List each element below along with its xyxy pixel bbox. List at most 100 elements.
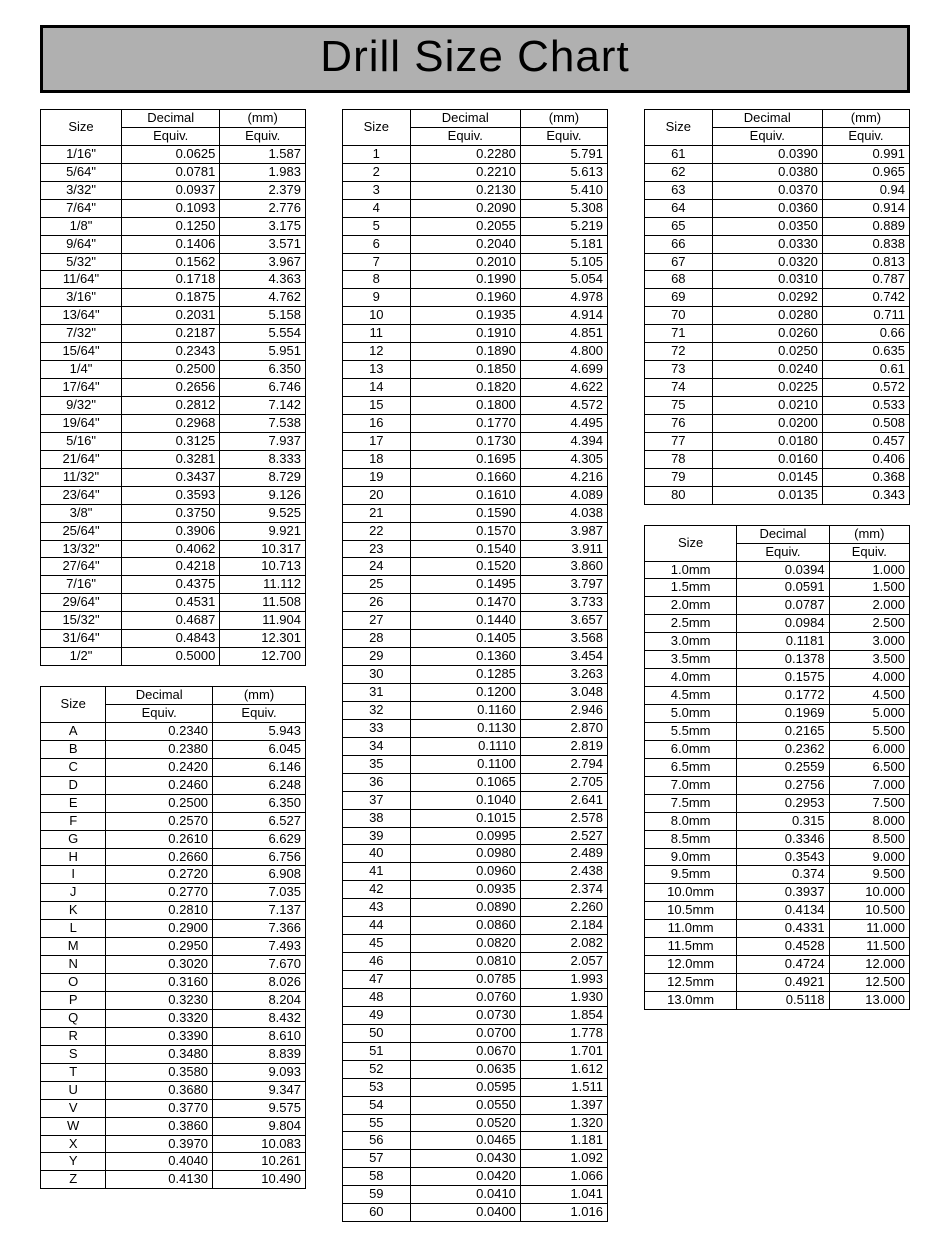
- cell-mm: 6.146: [213, 758, 306, 776]
- cell-size: 7/32": [41, 325, 122, 343]
- cell-mm: 10.317: [220, 540, 306, 558]
- cell-decimal: 0.4062: [122, 540, 220, 558]
- cell-size: 7.0mm: [645, 776, 737, 794]
- cell-mm: 9.000: [829, 848, 909, 866]
- page: Drill Size Chart SizeDecimal(mm)Equiv.Eq…: [0, 0, 950, 1247]
- cell-decimal: 0.2343: [122, 343, 220, 361]
- table-row: 510.06701.701: [343, 1042, 608, 1060]
- table-row: 760.02000.508: [645, 414, 910, 432]
- cell-size: G: [41, 830, 106, 848]
- cell-size: 11.0mm: [645, 920, 737, 938]
- cell-size: 3/32": [41, 181, 122, 199]
- cell-size: 34: [343, 737, 411, 755]
- cell-mm: 4.762: [220, 289, 306, 307]
- cell-mm: 12.700: [220, 648, 306, 666]
- table-row: 30.21305.410: [343, 181, 608, 199]
- cell-size: 32: [343, 701, 411, 719]
- cell-mm: 0.742: [822, 289, 909, 307]
- table-row: 360.10652.705: [343, 773, 608, 791]
- table-row: 110.19104.851: [343, 325, 608, 343]
- cell-mm: 0.991: [822, 145, 909, 163]
- cell-mm: 0.711: [822, 307, 909, 325]
- cell-mm: 6.045: [213, 740, 306, 758]
- cell-decimal: 0.2380: [106, 740, 213, 758]
- cell-mm: 3.911: [520, 540, 607, 558]
- table-row: 270.14403.657: [343, 612, 608, 630]
- cell-decimal: 0.0890: [410, 899, 520, 917]
- table-row: 740.02250.572: [645, 379, 910, 397]
- table-row: 9.5mm0.3749.500: [645, 866, 910, 884]
- table-row: W0.38609.804: [41, 1117, 306, 1135]
- cell-size: 43: [343, 899, 411, 917]
- cell-decimal: 0.3543: [737, 848, 829, 866]
- cell-size: 14: [343, 379, 411, 397]
- cell-size: 40: [343, 845, 411, 863]
- table-row: 590.04101.041: [343, 1186, 608, 1204]
- cell-mm: 1.701: [520, 1042, 607, 1060]
- cell-decimal: 0.1575: [737, 669, 829, 687]
- table-row: 210.15904.038: [343, 504, 608, 522]
- cell-mm: 1.511: [520, 1078, 607, 1096]
- cell-decimal: 0.1360: [410, 648, 520, 666]
- cell-decimal: 0.2210: [410, 163, 520, 181]
- table-row: 25/64"0.39069.921: [41, 522, 306, 540]
- cell-mm: 1.612: [520, 1060, 607, 1078]
- cell-size: 4.5mm: [645, 687, 737, 705]
- table-row: 710.02600.66: [645, 325, 910, 343]
- table-row: 280.14053.568: [343, 630, 608, 648]
- cell-size: B: [41, 740, 106, 758]
- cell-mm: 0.813: [822, 253, 909, 271]
- table-row: I0.27206.908: [41, 866, 306, 884]
- table-row: 7.5mm0.29537.500: [645, 794, 910, 812]
- cell-decimal: 0.1660: [410, 468, 520, 486]
- cell-mm: 12.000: [829, 956, 909, 974]
- cell-decimal: 0.1969: [737, 705, 829, 723]
- table-row: 4.5mm0.17724.500: [645, 687, 910, 705]
- cell-mm: 9.804: [213, 1117, 306, 1135]
- table-row: 410.09602.438: [343, 863, 608, 881]
- table-row: 10.22805.791: [343, 145, 608, 163]
- cell-decimal: 0.0330: [712, 235, 822, 253]
- table-row: 600.04001.016: [343, 1204, 608, 1222]
- cell-decimal: 0.4040: [106, 1153, 213, 1171]
- cell-size: 11: [343, 325, 411, 343]
- cell-mm: 8.000: [829, 812, 909, 830]
- cell-mm: 10.261: [213, 1153, 306, 1171]
- cell-size: 21: [343, 504, 411, 522]
- cell-decimal: 0.0250: [712, 343, 822, 361]
- cell-decimal: 0.1200: [410, 684, 520, 702]
- cell-size: Y: [41, 1153, 106, 1171]
- table-row: 520.06351.612: [343, 1060, 608, 1078]
- cell-mm: 4.495: [520, 414, 607, 432]
- table-row: Z0.413010.490: [41, 1171, 306, 1189]
- cell-mm: 11.500: [829, 938, 909, 956]
- cell-mm: 8.204: [213, 992, 306, 1010]
- cell-size: 63: [645, 181, 713, 199]
- cell-size: 9.5mm: [645, 866, 737, 884]
- cell-mm: 2.500: [829, 615, 909, 633]
- cell-size: 73: [645, 361, 713, 379]
- cell-decimal: 0.4528: [737, 938, 829, 956]
- cell-mm: 0.572: [822, 379, 909, 397]
- metric-table-container: SizeDecimal(mm)Equiv.Equiv.1.0mm0.03941.…: [644, 525, 910, 1010]
- cell-mm: 6.350: [213, 794, 306, 812]
- cell-mm: 3.797: [520, 576, 607, 594]
- cell-mm: 4.089: [520, 486, 607, 504]
- table-row: 11.5mm0.452811.500: [645, 938, 910, 956]
- table-row: 720.02500.635: [645, 343, 910, 361]
- cell-decimal: 0.0787: [737, 597, 829, 615]
- table-row: Y0.404010.261: [41, 1153, 306, 1171]
- cell-size: 56: [343, 1132, 411, 1150]
- table-row: 370.10402.641: [343, 791, 608, 809]
- cell-size: 29/64": [41, 594, 122, 612]
- table-row: 13/32"0.406210.317: [41, 540, 306, 558]
- cell-size: N: [41, 956, 106, 974]
- table-row: 700.02800.711: [645, 307, 910, 325]
- cell-mm: 5.410: [520, 181, 607, 199]
- cell-size: O: [41, 974, 106, 992]
- cell-decimal: 0.0860: [410, 917, 520, 935]
- cell-size: 17/64": [41, 379, 122, 397]
- cell-size: 53: [343, 1078, 411, 1096]
- header-decimal-equiv: Equiv.: [106, 705, 213, 723]
- cell-decimal: 0.2500: [122, 361, 220, 379]
